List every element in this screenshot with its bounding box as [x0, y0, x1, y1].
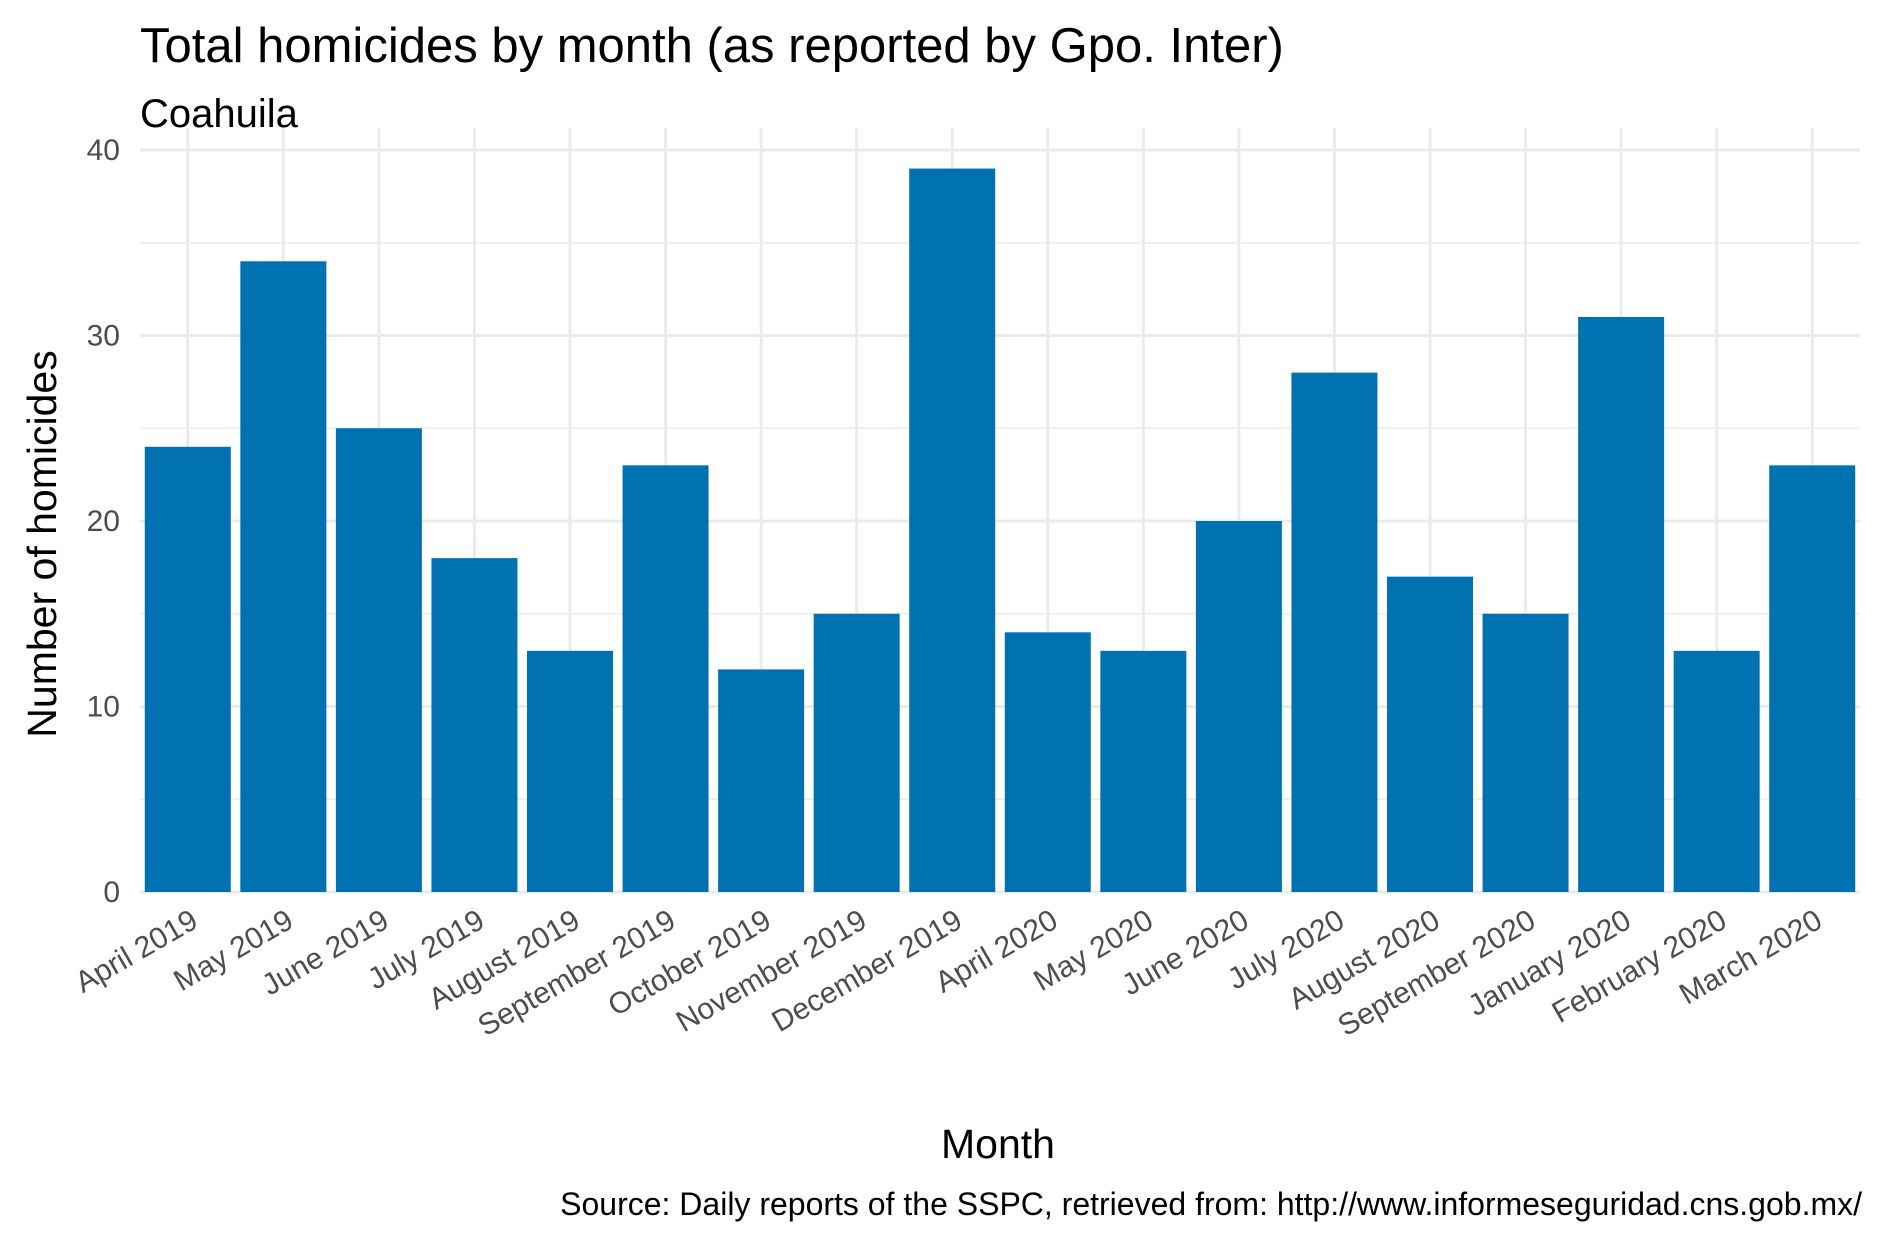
y-tick-label: 40 [87, 134, 120, 167]
bar [240, 261, 327, 892]
y-axis-ticks: 0 10 20 30 40 [87, 134, 120, 909]
y-tick-label: 30 [87, 320, 120, 353]
bar [622, 465, 709, 892]
y-axis-title: Number of homicides [19, 350, 65, 737]
y-tick-label: 10 [87, 691, 120, 724]
x-axis-title: Month [941, 1121, 1055, 1167]
bar [1291, 372, 1378, 893]
chart-subtitle: Coahuila [140, 92, 298, 136]
bar [1482, 613, 1569, 892]
bar [144, 446, 231, 892]
chart-title: Total homicides by month (as reported by… [140, 19, 1284, 73]
chart-caption: Source: Daily reports of the SSPC, retri… [560, 1186, 1862, 1222]
y-tick-label: 0 [103, 876, 120, 909]
bar [1387, 576, 1473, 892]
bar [1673, 650, 1760, 892]
bar [718, 669, 805, 892]
y-tick-label: 20 [87, 505, 120, 538]
bar [431, 558, 518, 892]
bar [909, 168, 996, 893]
bar [1578, 316, 1665, 892]
bars [144, 168, 1856, 893]
bar [527, 650, 613, 892]
bar [1100, 650, 1187, 892]
bar [1769, 465, 1856, 892]
bar [1004, 632, 1091, 892]
bar [813, 613, 900, 892]
bar [335, 428, 422, 892]
bar [1195, 521, 1282, 892]
